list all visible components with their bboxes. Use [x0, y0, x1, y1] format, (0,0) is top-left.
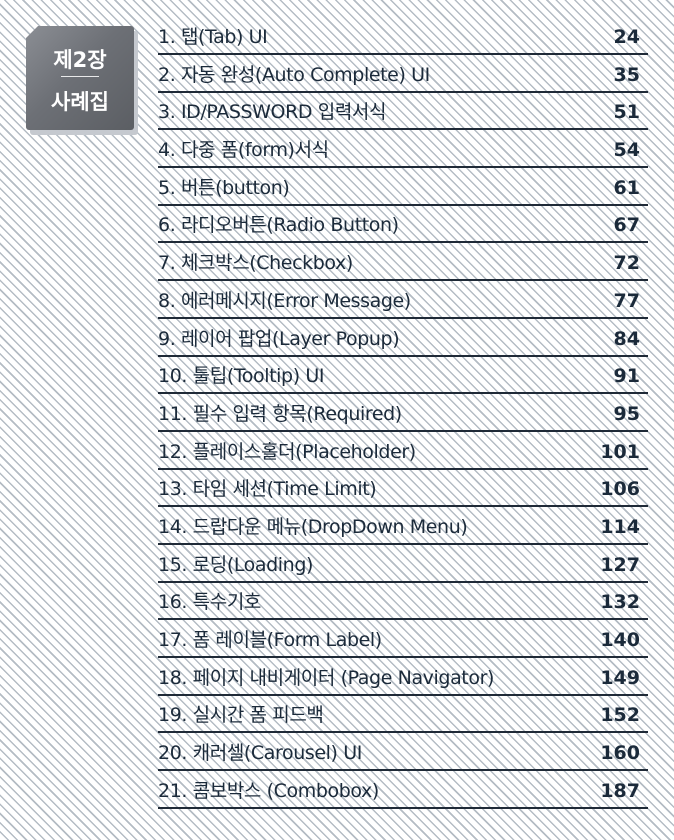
toc-entry[interactable]: 9. 레이어 팝업(Layer Popup) 84	[158, 324, 648, 362]
toc-entry-page-number: 152	[600, 704, 640, 727]
toc-entry[interactable]: 10. 툴팁(Tooltip) UI 91	[158, 361, 648, 399]
toc-entry-title: 4. 다중 폼(form)서식	[158, 139, 329, 162]
toc-entry-title: 14. 드랍다운 메뉴(DropDown Menu)	[158, 515, 468, 538]
toc-entry-page-number: 24	[613, 26, 640, 48]
toc-entry[interactable]: 16. 특수기호 132	[158, 587, 648, 625]
toc-entry[interactable]: 5. 버튼(button) 61	[158, 173, 648, 211]
toc-entry-page-number: 127	[600, 553, 640, 576]
toc-entry-underline	[158, 53, 648, 55]
toc-entry-underline	[158, 505, 648, 508]
toc-entry-title: 10. 툴팁(Tooltip) UI	[158, 365, 325, 388]
chapter-title: 사례집	[51, 90, 109, 114]
toc-entry-page-number: 91	[613, 365, 640, 388]
toc-entry-title: 2. 자동 완성(Auto Complete) UI	[158, 63, 430, 86]
toc-entry[interactable]: 8. 에러메시지(Error Message) 77	[158, 286, 648, 324]
toc-entry-page-number: 35	[613, 63, 640, 86]
chapter-badge: 제2장 사례집	[26, 26, 134, 130]
toc-entry[interactable]: 11. 필수 입력 항목(Required) 95	[158, 399, 648, 437]
toc-entry-page-number: 187	[600, 779, 640, 802]
toc-entry-page-number: 95	[613, 402, 640, 425]
toc-entry-page-number: 72	[613, 252, 640, 275]
toc-entry[interactable]: 13. 타임 세션(Time Limit) 106	[158, 474, 648, 512]
toc-entry-underline	[158, 580, 648, 583]
toc-entry-underline	[158, 618, 648, 621]
toc-entry-title: 1. 탭(Tab) UI	[158, 26, 268, 48]
toc-entry-page-number: 61	[613, 176, 640, 199]
toc-entry-title: 13. 타임 세션(Time Limit)	[158, 478, 377, 501]
toc-entry-title: 5. 버튼(button)	[158, 176, 290, 199]
toc-entry-title: 19. 실시간 폼 피드백	[158, 704, 324, 727]
toc-entry-title: 15. 로딩(Loading)	[158, 553, 314, 576]
toc-entry-page-number: 51	[613, 101, 640, 124]
chapter-number: 제2장	[53, 48, 107, 72]
toc-entry-title: 8. 에러메시지(Error Message)	[158, 289, 411, 312]
toc-entry-underline	[158, 467, 648, 470]
toc-entry-underline	[158, 731, 648, 734]
table-of-contents: 1. 탭(Tab) UI 24 2. 자동 완성(Auto Complete) UI…	[158, 22, 648, 813]
toc-entry-title: 6. 라디오버튼(Radio Button)	[158, 214, 399, 237]
toc-entry-underline	[158, 392, 648, 395]
toc-entry-title: 20. 캐러셀(Carousel) UI	[158, 742, 362, 765]
toc-entry-underline	[158, 166, 648, 169]
toc-entry-title: 7. 체크박스(Checkbox)	[158, 252, 353, 275]
toc-entry-underline	[158, 769, 648, 772]
toc-entry[interactable]: 15. 로딩(Loading) 127	[158, 550, 648, 588]
toc-entry-title: 3. ID/PASSWORD 입력서식	[158, 101, 387, 124]
toc-entry-page-number: 106	[600, 478, 640, 501]
toc-entry[interactable]: 3. ID/PASSWORD 입력서식 51	[158, 97, 648, 135]
toc-entry-underline	[158, 429, 648, 432]
toc-entry-page-number: 101	[600, 440, 640, 463]
toc-entry-title: 18. 페이지 내비게이터 (Page Navigator)	[158, 666, 495, 689]
toc-entry-title: 11. 필수 입력 항목(Required)	[158, 402, 402, 425]
toc-entry-underline	[158, 241, 648, 244]
toc-entry[interactable]: 4. 다중 폼(form)서식 54	[158, 135, 648, 173]
toc-entry[interactable]: 20. 캐러셀(Carousel) UI 160	[158, 738, 648, 776]
toc-entry-underline	[158, 806, 648, 809]
toc-entry-page-number: 67	[613, 214, 640, 237]
toc-entry[interactable]: 6. 라디오버튼(Radio Button) 67	[158, 210, 648, 248]
toc-entry-title: 16. 특수기호	[158, 591, 261, 614]
toc-entry[interactable]: 21. 콤보박스 (Combobox) 187	[158, 776, 648, 814]
toc-entry-page-number: 160	[600, 742, 640, 765]
toc-entry-page-number: 140	[600, 629, 640, 651]
toc-entry-underline	[158, 128, 648, 131]
toc-entry[interactable]: 17. 폼 레이블(Form Label) 140	[158, 625, 648, 663]
toc-entry[interactable]: 18. 페이지 내비게이터 (Page Navigator) 149	[158, 663, 648, 701]
toc-entry-underline	[158, 90, 648, 93]
toc-entry-underline	[158, 693, 648, 696]
toc-entry-page-number: 149	[600, 666, 640, 689]
toc-entry-page-number: 84	[613, 327, 640, 350]
toc-entry-underline	[158, 203, 648, 206]
toc-entry-title: 17. 폼 레이블(Form Label)	[158, 629, 382, 651]
toc-entry-page-number: 114	[600, 515, 640, 538]
toc-entry[interactable]: 14. 드랍다운 메뉴(DropDown Menu) 114	[158, 512, 648, 550]
toc-entry[interactable]: 2. 자동 완성(Auto Complete) UI 35	[158, 60, 648, 98]
toc-entry[interactable]: 7. 체크박스(Checkbox) 72	[158, 248, 648, 286]
toc-entry[interactable]: 12. 플레이스홀더(Placeholder) 101	[158, 437, 648, 475]
toc-entry-page-number: 77	[613, 289, 640, 312]
toc-entry-title: 21. 콤보박스 (Combobox)	[158, 779, 379, 802]
toc-entry-underline	[158, 542, 648, 545]
toc-entry-page-number: 132	[600, 591, 640, 614]
toc-entry-page-number: 54	[613, 139, 640, 162]
chapter-badge-background	[26, 26, 134, 130]
chapter-badge-divider	[61, 76, 99, 77]
toc-entry[interactable]: 1. 탭(Tab) UI 24	[158, 22, 648, 60]
toc-entry-underline	[158, 354, 648, 357]
toc-entry-underline	[158, 279, 648, 282]
toc-entry-underline	[158, 316, 648, 319]
toc-entry[interactable]: 19. 실시간 폼 피드백 152	[158, 700, 648, 738]
toc-entry-title: 12. 플레이스홀더(Placeholder)	[158, 440, 416, 463]
toc-entry-underline	[158, 656, 648, 658]
toc-entry-title: 9. 레이어 팝업(Layer Popup)	[158, 327, 400, 350]
